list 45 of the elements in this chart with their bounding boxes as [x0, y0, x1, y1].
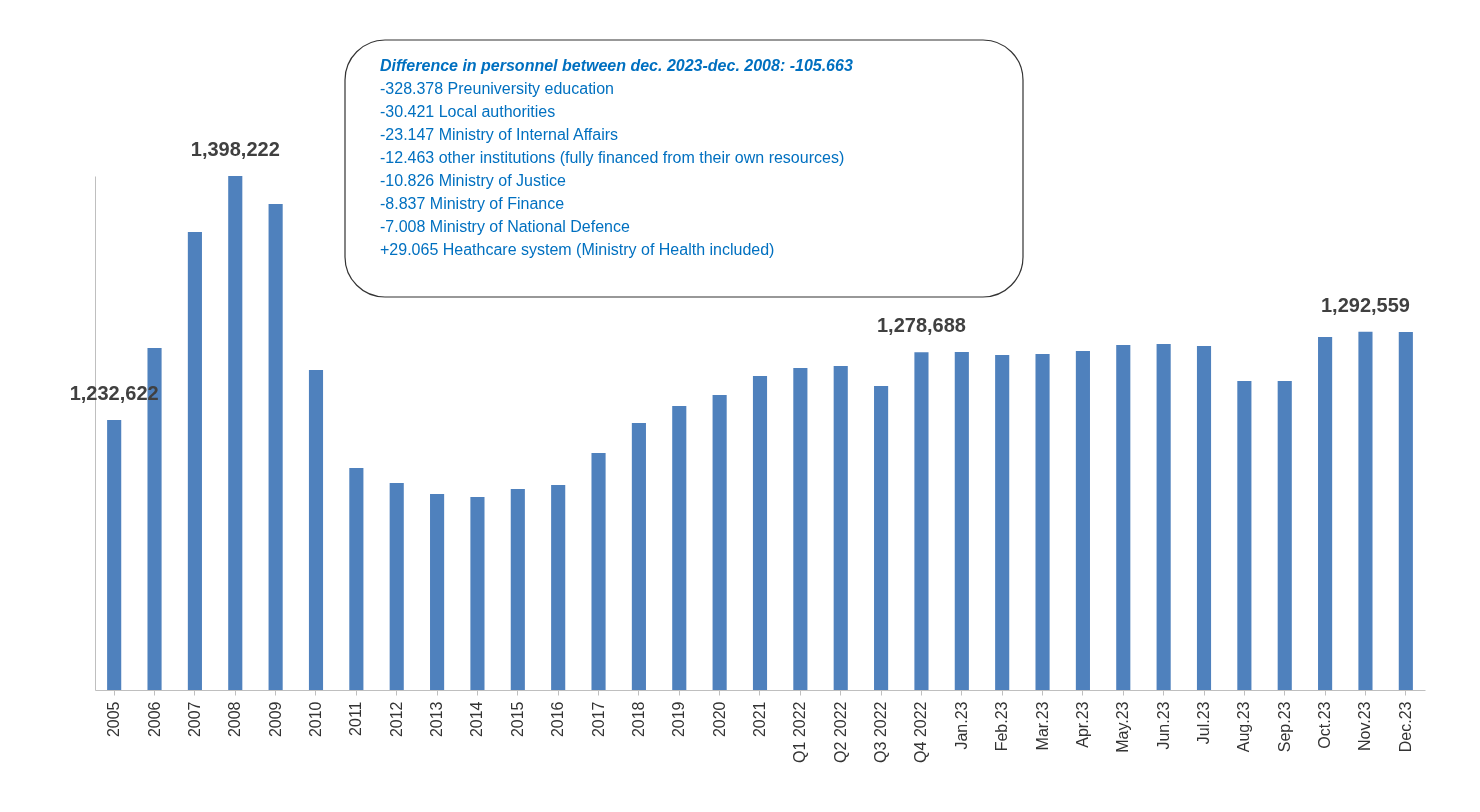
- x-tick-label: 2005: [105, 701, 123, 738]
- x-tick-label: Dec.23: [1396, 701, 1414, 753]
- x-tick-label: 2017: [589, 701, 607, 738]
- x-tick-label: Mar.23: [1033, 701, 1051, 751]
- x-tick-label: 2011: [347, 701, 365, 736]
- annotation: -10.826 Ministry of Justice: [380, 172, 566, 189]
- x-tick-label: 2008: [226, 701, 244, 738]
- x-tick-label: Jun.23: [1154, 701, 1172, 750]
- x-tick-label: Oct.23: [1316, 701, 1334, 749]
- annotation: +29.065 Heathcare system (Ministry of Health included): [380, 241, 775, 258]
- text: -12.463 other institutions (fully financed from their own resources): [380, 149, 845, 166]
- x-tick-label: Apr.23: [1073, 701, 1091, 748]
- x-tick-label: 2006: [145, 701, 163, 738]
- x-tick-label: 2020: [710, 701, 728, 738]
- x-tick-label: Q4 2022: [912, 701, 930, 763]
- x-tick-label: Q3 2022: [872, 701, 890, 763]
- x-tick-label: Jul.23: [1195, 701, 1213, 745]
- x-tick-label: 2012: [387, 701, 405, 738]
- text: Difference in personnel between dec. 2023-dec. 2008: -105.663: [380, 57, 853, 74]
- annotation: -8.837 Ministry of Finance: [380, 195, 565, 212]
- x-tick-label: 2013: [428, 701, 446, 738]
- data-label: 1,292,559: [1320, 293, 1410, 316]
- x-tick-label: 2015: [508, 701, 526, 738]
- x-tick-label: 2018: [629, 701, 647, 738]
- x-tick-label: 2016: [549, 701, 567, 738]
- x-tick-label: Sep.23: [1275, 701, 1293, 753]
- annotation: -7.008 Ministry of National Defence: [380, 218, 630, 235]
- x-tick-label: Aug.23: [1235, 701, 1253, 753]
- x-tick-label: 2014: [468, 701, 486, 738]
- x-tick-label: Q1 2022: [791, 701, 809, 763]
- x-tick-label: 2021: [751, 701, 768, 738]
- x-tick-label: 2010: [306, 701, 324, 738]
- text: -30.421 Local authorities: [380, 103, 556, 120]
- data-label: 1,398,222: [190, 138, 280, 160]
- text: -23.147 Ministry of Internal Affairs: [380, 126, 619, 143]
- x-tick-label: Q2 2022: [831, 701, 849, 763]
- data-label: 1,278,688: [876, 314, 966, 337]
- x-tick-label: 2007: [185, 701, 203, 738]
- x-tick-label: Nov.23: [1356, 701, 1374, 752]
- text: -328.378 Preuniversity education: [380, 80, 614, 97]
- x-tick-label: 2009: [266, 701, 284, 738]
- x-tick-label: Feb.23: [993, 701, 1011, 752]
- x-tick-label: May.23: [1114, 701, 1132, 753]
- x-tick-label: Jan.23: [952, 701, 970, 750]
- x-tick-label: 2019: [670, 701, 688, 738]
